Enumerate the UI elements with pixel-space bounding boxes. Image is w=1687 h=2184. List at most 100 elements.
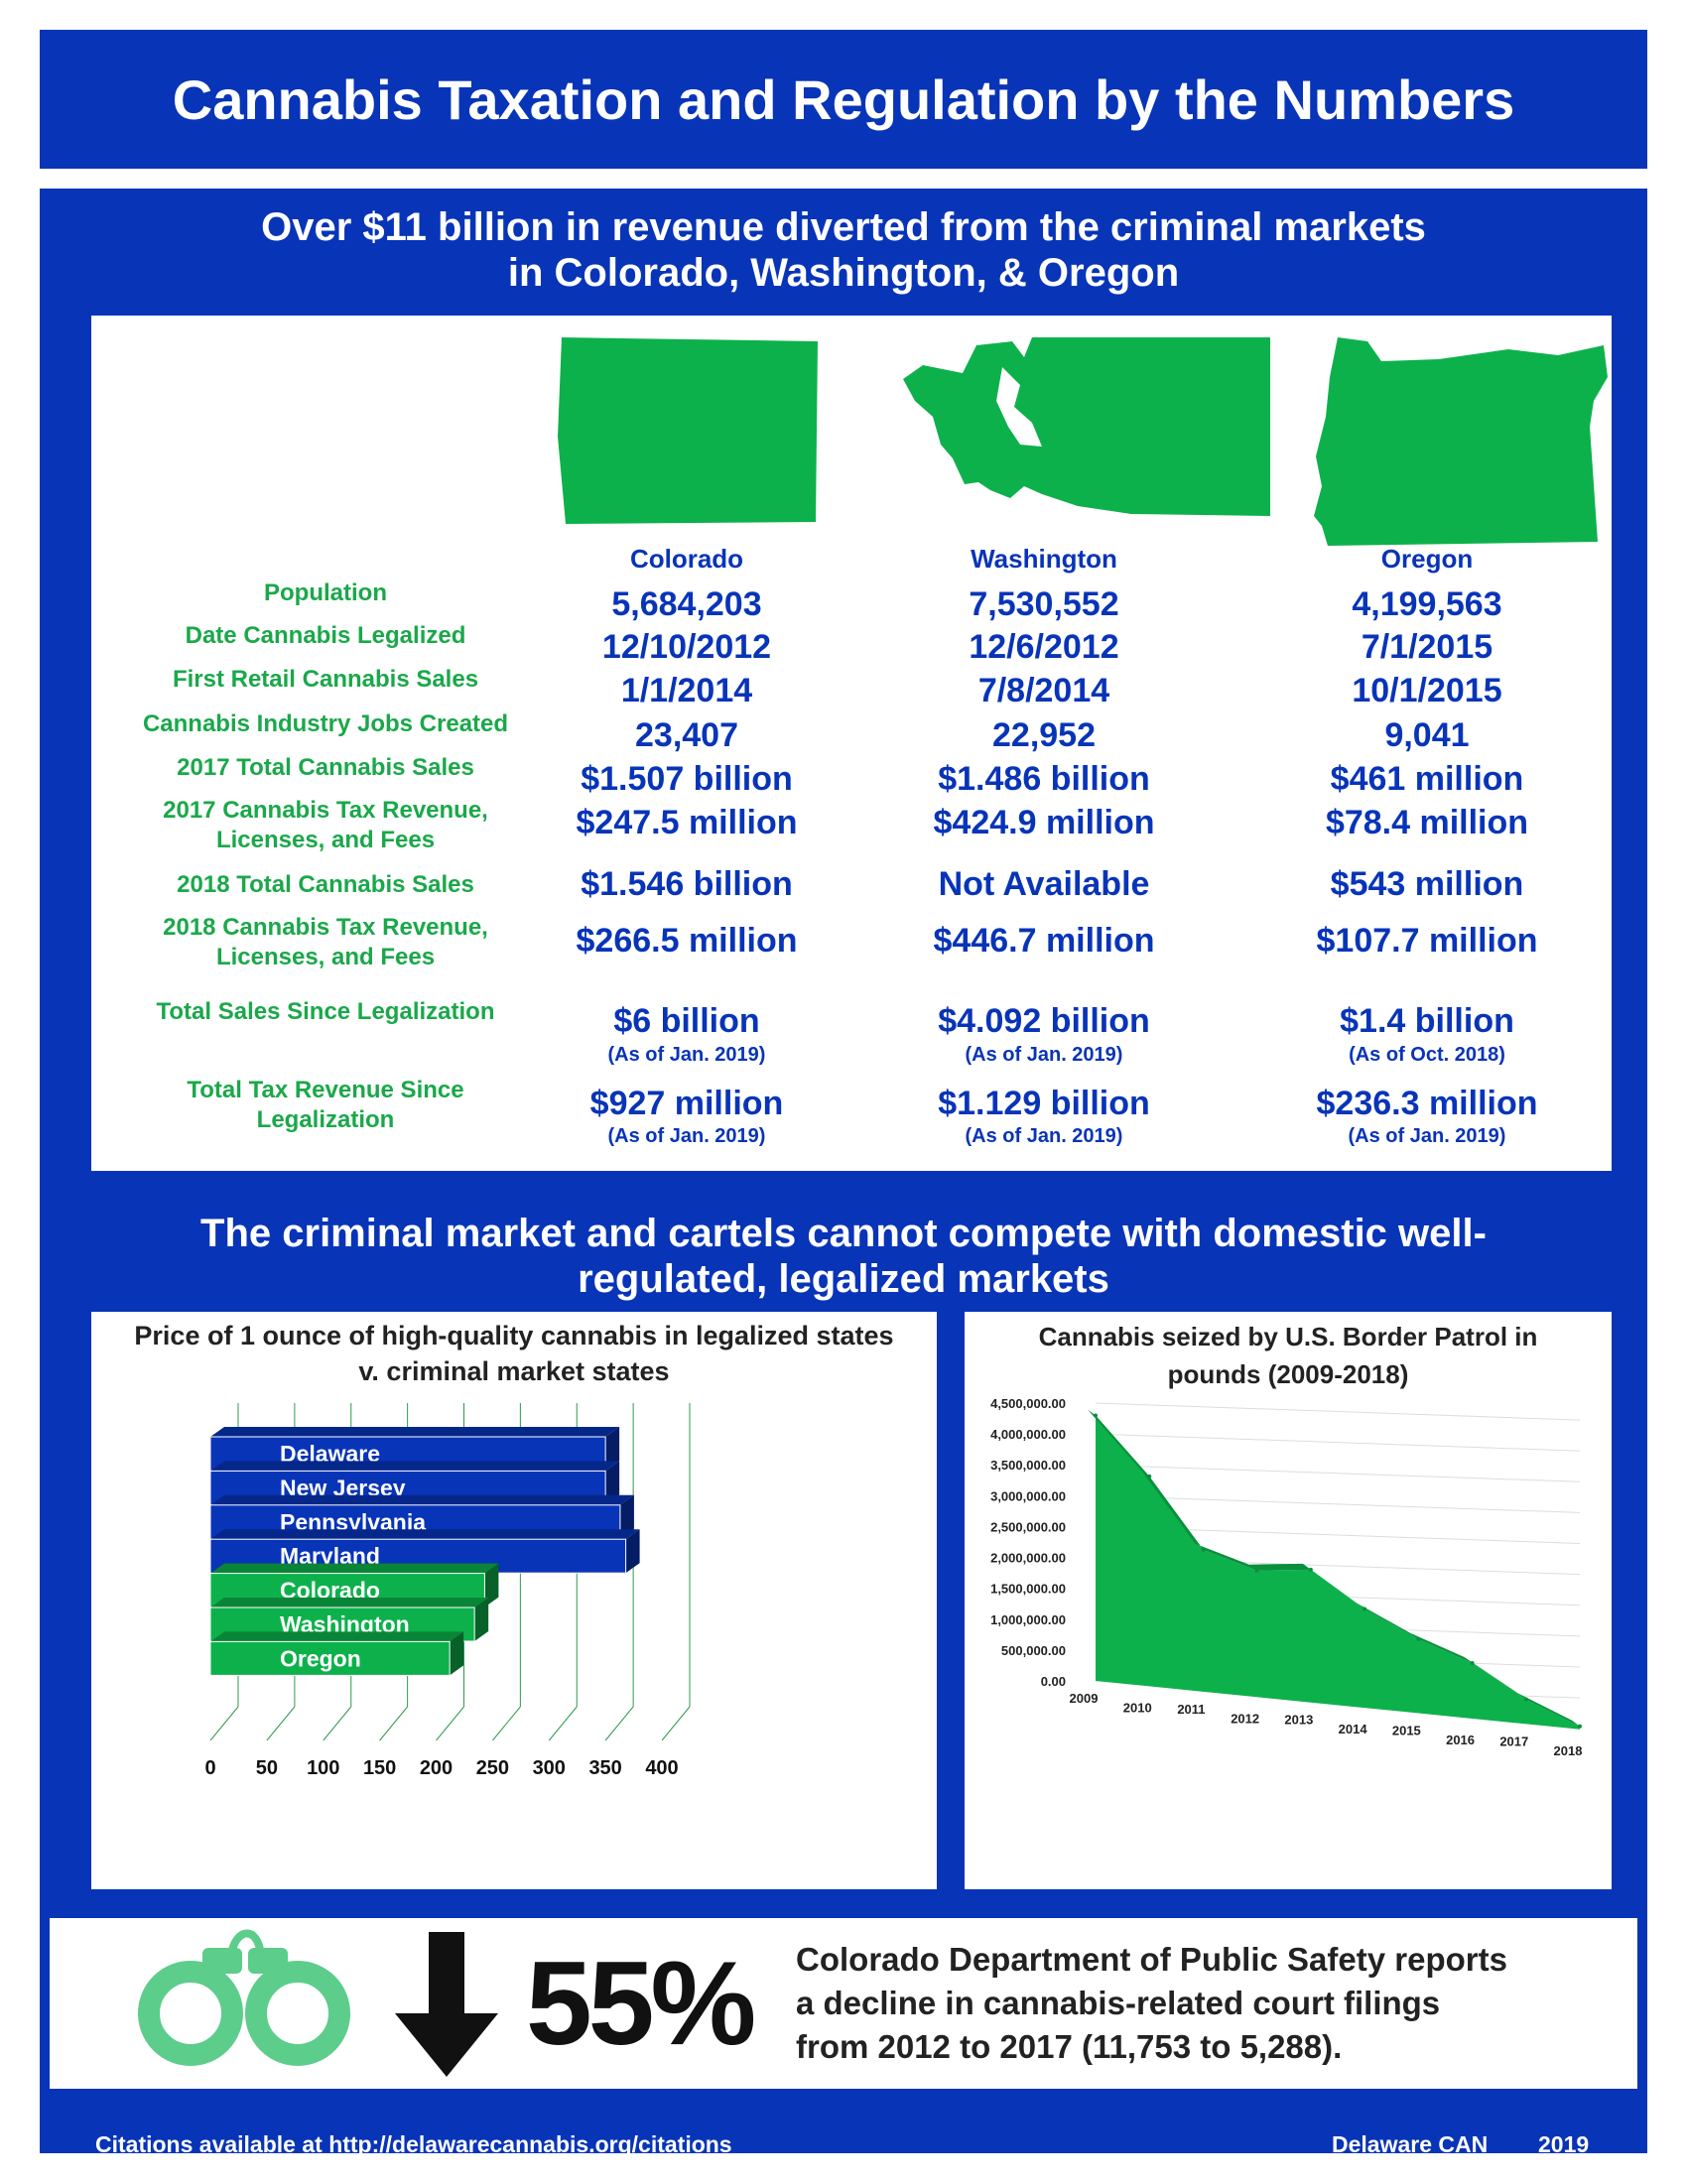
value-wa-total-sales: $4.092 billion xyxy=(938,1002,1150,1040)
price-gridline-floor xyxy=(661,1706,691,1741)
court-filings-line3: from 2012 to 2017 (11,753 to 5,288). xyxy=(796,2028,1343,2065)
seizure-chart-panel: Cannabis seized by U.S. Border Patrol in… xyxy=(965,1312,1612,1889)
arrow-down-icon xyxy=(395,1932,498,2077)
seizure-y-tick: 1,500,000.00 xyxy=(990,1582,1066,1597)
note-wa-total-sales: (As of Jan. 2019) xyxy=(965,1044,1123,1066)
value-co-2018-sales: $1.546 billion xyxy=(581,865,793,903)
seizure-gridline xyxy=(1095,1433,1581,1452)
state-name-oregon: Oregon xyxy=(1380,544,1474,574)
value-wa-2018-tax: $446.7 million xyxy=(933,922,1155,960)
colorado-map-icon xyxy=(558,337,818,524)
note-wa-total-tax: (As of Jan. 2019) xyxy=(965,1125,1123,1147)
price-x-tick: 50 xyxy=(256,1757,278,1779)
value-or-2018-sales: $543 million xyxy=(1330,865,1524,903)
price-gridline-floor xyxy=(379,1706,409,1741)
seizure-x-tick: 2009 xyxy=(1070,1691,1099,1706)
court-filings-line2: a decline in cannabis-related court fili… xyxy=(796,1985,1441,2021)
value-co-total-tax: $927 million xyxy=(589,1085,784,1122)
price-gridline-floor xyxy=(209,1706,239,1741)
seizure-x-tick: 2013 xyxy=(1284,1713,1313,1728)
price-gridline-floor xyxy=(491,1706,521,1741)
section1-heading-line1: Over $11 billion in revenue diverted fro… xyxy=(261,205,1426,249)
price-chart-panel: Price of 1 ounce of high-quality cannabi… xyxy=(91,1312,937,1889)
value-wa-2017-tax: $424.9 million xyxy=(933,804,1155,841)
value-or-date-legalized: 7/1/2015 xyxy=(1361,628,1493,666)
value-co-2017-tax: $247.5 million xyxy=(576,804,798,841)
value-or-2017-sales: $461 million xyxy=(1330,760,1524,798)
row-label-2017-sales: 2017 Total Cannabis Sales xyxy=(177,754,474,781)
seizure-gridline xyxy=(1095,1464,1581,1482)
row-label-population: Population xyxy=(264,579,387,606)
price-x-tick: 150 xyxy=(363,1757,396,1779)
price-gridline-floor xyxy=(604,1706,634,1741)
price-bar xyxy=(209,1631,464,1676)
value-co-jobs: 23,407 xyxy=(635,716,738,754)
value-wa-date-legalized: 12/6/2012 xyxy=(969,628,1119,666)
seizure-point xyxy=(1201,1547,1206,1552)
section2-heading-line1: The criminal market and cartels cannot c… xyxy=(200,1212,1487,1255)
value-co-2017-sales: $1.507 billion xyxy=(581,760,793,798)
seizure-x-tick: 2011 xyxy=(1177,1702,1205,1717)
value-or-population: 4,199,563 xyxy=(1352,585,1502,623)
note-or-total-tax: (As of Jan. 2019) xyxy=(1348,1125,1506,1147)
seizure-point xyxy=(1094,1413,1098,1418)
note-or-total-sales: (As of Oct. 2018) xyxy=(1349,1044,1505,1066)
value-co-date-legalized: 12/10/2012 xyxy=(601,628,772,666)
seizure-x-tick: 2012 xyxy=(1231,1711,1259,1726)
value-wa-first-retail: 7/8/2014 xyxy=(977,672,1110,709)
price-x-tick: 0 xyxy=(204,1757,215,1779)
seizure-y-tick: 4,500,000.00 xyxy=(990,1396,1066,1411)
row-label-first-retail: First Retail Cannabis Sales xyxy=(172,666,479,693)
seizure-x-tick: 2016 xyxy=(1446,1733,1475,1747)
value-or-total-sales: $1.4 billion xyxy=(1340,1002,1514,1040)
section1-heading: Over $11 billion in revenue diverted fro… xyxy=(40,204,1647,296)
main-panel: Over $11 billion in revenue diverted fro… xyxy=(40,189,1647,2157)
title-bar: Cannabis Taxation and Regulation by the … xyxy=(40,30,1647,169)
seizure-point xyxy=(1470,1660,1475,1665)
value-or-2018-tax: $107.7 million xyxy=(1316,922,1538,960)
seizure-y-tick: 2,500,000.00 xyxy=(990,1519,1066,1534)
seizure-y-tick: 2,000,000.00 xyxy=(990,1551,1066,1566)
state-name-washington: Washington xyxy=(971,544,1117,574)
row-label-2017-tax: 2017 Cannabis Tax Revenue, Licenses, and … xyxy=(163,797,488,853)
value-co-2018-tax: $266.5 million xyxy=(576,922,798,960)
value-wa-population: 7,530,552 xyxy=(969,585,1119,623)
seizure-point xyxy=(1363,1606,1367,1611)
seizure-gridline xyxy=(1095,1494,1581,1513)
seizure-y-tick: 0.00 xyxy=(1041,1674,1066,1689)
seizure-point xyxy=(1308,1567,1313,1572)
seizure-y-tick: 3,000,000.00 xyxy=(990,1488,1066,1503)
price-bar-label: Oregon xyxy=(280,1645,361,1671)
row-label-total-sales: Total Sales Since Legalization xyxy=(156,998,495,1025)
row-label-2018-sales: 2018 Total Cannabis Sales xyxy=(177,871,474,898)
section2-heading: The criminal market and cartels cannot c… xyxy=(40,1211,1647,1302)
price-gridline-floor xyxy=(266,1706,296,1741)
price-gridline-floor xyxy=(436,1706,464,1741)
court-filings-line1: Colorado Department of Public Safety rep… xyxy=(796,1941,1507,1978)
row-label-date-legalized: Date Cannabis Legalized xyxy=(185,622,466,649)
value-or-jobs: 9,041 xyxy=(1384,716,1470,754)
seizure-y-tick: 1,000,000.00 xyxy=(990,1612,1066,1627)
price-x-tick: 250 xyxy=(476,1757,509,1779)
seizure-point xyxy=(1578,1724,1582,1729)
section2-heading-line2: regulated, legalized markets xyxy=(578,1257,1109,1301)
value-wa-jobs: 22,952 xyxy=(992,716,1096,754)
seizure-x-tick: 2017 xyxy=(1499,1734,1528,1748)
seizure-point xyxy=(1147,1474,1152,1478)
state-name-colorado: Colorado xyxy=(629,544,744,574)
seizure-x-tick: 2015 xyxy=(1392,1724,1421,1738)
court-filings-text: Colorado Department of Public Safety rep… xyxy=(796,1938,1629,2069)
row-label-total-tax: Total Tax Revenue Since Legalization xyxy=(187,1077,464,1133)
citations-link[interactable]: Citations available at http://delawareca… xyxy=(95,2131,732,2157)
value-wa-total-tax: $1.129 billion xyxy=(938,1085,1150,1122)
price-x-tick: 350 xyxy=(588,1757,621,1779)
value-co-total-sales: $6 billion xyxy=(613,1002,760,1040)
price-gridline-floor xyxy=(548,1706,578,1741)
seizure-y-tick: 500,000.00 xyxy=(1001,1643,1066,1658)
row-label-2018-tax: 2018 Cannabis Tax Revenue, Licenses, and … xyxy=(163,914,488,970)
seizure-chart-title: Cannabis seized by U.S. Border Patrol in… xyxy=(1038,1322,1538,1389)
value-co-population: 5,684,203 xyxy=(611,585,762,623)
seizure-y-tick: 3,500,000.00 xyxy=(990,1458,1066,1473)
seizure-point xyxy=(1254,1568,1259,1573)
